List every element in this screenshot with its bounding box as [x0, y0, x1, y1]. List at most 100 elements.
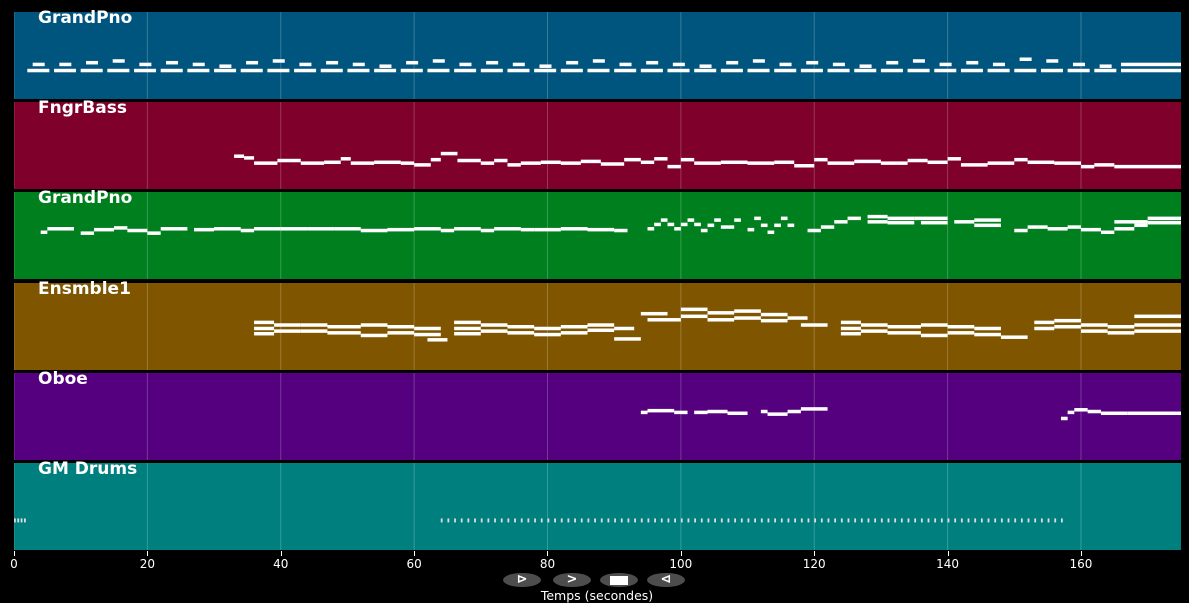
- drum-hit: [940, 518, 943, 523]
- note: [440, 151, 458, 156]
- rewind-button[interactable]: ⊲: [647, 573, 685, 587]
- track-label: Ensmble1: [38, 279, 131, 299]
- note: [374, 160, 401, 165]
- note: [192, 62, 205, 67]
- note: [747, 227, 755, 232]
- note: [1107, 325, 1135, 329]
- x-tick-label: 140: [936, 557, 960, 571]
- note: [987, 68, 1010, 73]
- note: [160, 68, 183, 73]
- forward-button[interactable]: >: [553, 573, 591, 587]
- note: [840, 331, 861, 336]
- note: [1054, 161, 1081, 165]
- note: [480, 329, 508, 333]
- note: [707, 409, 728, 414]
- note: [254, 161, 278, 165]
- drum-hit: [794, 518, 797, 523]
- drum-hit: [1020, 518, 1023, 523]
- note: [214, 68, 237, 73]
- drum-hit: [547, 518, 550, 523]
- note: [867, 214, 888, 219]
- note: [707, 318, 735, 322]
- note: [754, 216, 761, 221]
- note: [240, 68, 263, 73]
- note: [1027, 225, 1048, 229]
- track-notes: [14, 12, 1181, 99]
- note: [267, 68, 290, 73]
- note: [974, 223, 1001, 228]
- track-label: Oboe: [38, 369, 88, 389]
- note: [1114, 220, 1148, 224]
- note: [1000, 335, 1028, 339]
- note: [674, 227, 681, 231]
- note: [780, 216, 788, 221]
- note: [987, 161, 1015, 165]
- note: [112, 59, 125, 63]
- drum-hit: [640, 518, 643, 523]
- note: [512, 62, 525, 67]
- note: [534, 227, 561, 232]
- drum-hit: [574, 518, 576, 523]
- stop-button[interactable]: [600, 573, 638, 587]
- note: [480, 68, 503, 73]
- track-notes: [14, 373, 1181, 460]
- note: [974, 218, 1001, 222]
- drum-hit: [660, 518, 663, 523]
- note: [327, 331, 361, 335]
- drum-hit: [934, 518, 937, 523]
- note: [114, 226, 128, 230]
- note: [760, 318, 788, 323]
- drum-hit: [467, 518, 470, 523]
- drum-hit: [960, 518, 963, 523]
- note: [640, 160, 655, 165]
- note: [800, 68, 823, 73]
- note: [1114, 227, 1135, 231]
- note: [27, 68, 50, 73]
- note: [760, 223, 768, 228]
- drum-hit: [807, 518, 810, 523]
- drum-hit: [760, 518, 763, 523]
- drum-hit: [567, 518, 570, 523]
- note: [827, 68, 850, 73]
- note: [854, 68, 877, 73]
- drum-hit: [687, 518, 690, 523]
- note: [947, 331, 975, 335]
- drum-hit: [900, 518, 903, 523]
- note: [1120, 68, 1181, 73]
- note: [387, 331, 415, 335]
- note: [887, 331, 921, 335]
- note: [1107, 331, 1135, 335]
- note: [614, 228, 628, 233]
- note: [300, 161, 325, 165]
- drum-hit: [20, 518, 23, 523]
- x-tick-label: 120: [802, 557, 826, 571]
- note: [1047, 227, 1068, 231]
- drum-hit: [607, 518, 610, 523]
- note: [326, 60, 339, 65]
- note: [726, 60, 739, 65]
- drum-hit: [527, 518, 530, 523]
- note: [714, 218, 721, 222]
- drum-hit: [814, 518, 817, 523]
- note: [619, 62, 632, 67]
- note: [727, 411, 748, 416]
- track-label: GrandPno: [38, 188, 133, 208]
- note: [860, 329, 888, 333]
- play-button[interactable]: ⊳: [503, 573, 541, 587]
- note: [374, 68, 397, 73]
- drum-hit: [1034, 518, 1037, 523]
- note: [1094, 163, 1115, 167]
- note: [767, 412, 788, 416]
- drum-hit: [1047, 518, 1050, 523]
- x-tick-label: 0: [10, 557, 18, 571]
- note: [832, 62, 845, 67]
- note: [432, 59, 445, 63]
- note: [1134, 223, 1148, 228]
- drum-hit: [854, 518, 857, 523]
- note: [624, 157, 641, 162]
- track-panel: Ensmble1: [14, 279, 1181, 370]
- drum-hit: [454, 518, 456, 523]
- note: [347, 68, 370, 73]
- note: [1027, 160, 1055, 165]
- note: [694, 410, 708, 415]
